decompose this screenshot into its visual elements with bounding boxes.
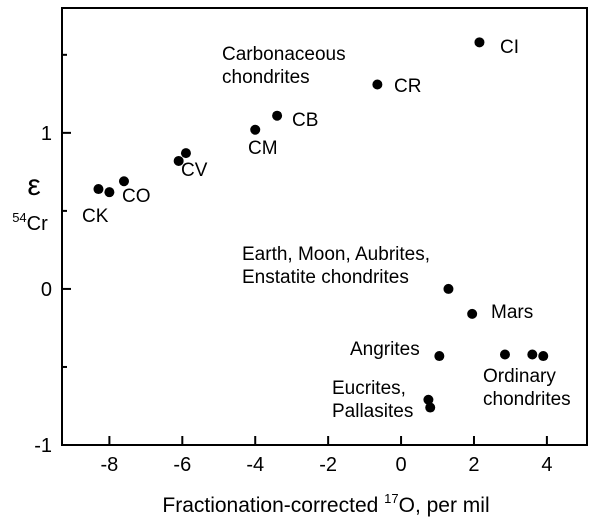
label-earth-group: Earth, Moon, Aubrites, Enstatite chondrit… [242, 244, 430, 288]
y-tick-label: 0 [41, 279, 52, 301]
x-tick-label: -4 [246, 454, 264, 476]
y-tick-label: -1 [34, 435, 52, 457]
x-tick-label: -2 [319, 454, 337, 476]
data-point [538, 351, 549, 362]
x-tick-label: 4 [541, 454, 552, 476]
label-carbonaceous: Carbonaceous chondrites [222, 44, 346, 88]
plot-frame [61, 7, 588, 446]
label-cm: CM [248, 138, 278, 159]
data-point [425, 402, 436, 413]
label-mars: Mars [491, 302, 533, 323]
data-point [474, 37, 485, 48]
data-point [118, 176, 129, 187]
label-ci: CI [500, 37, 519, 58]
data-point [93, 184, 104, 195]
data-point [434, 351, 445, 362]
x-tick-label: 0 [396, 454, 407, 476]
label-eucrites: Eucrites, Pallasites [332, 378, 413, 422]
label-ck: CK [82, 206, 109, 227]
y-axis-symbol: ε [27, 169, 40, 202]
data-point [173, 155, 184, 166]
x-tick-label: -6 [173, 454, 191, 476]
data-point [423, 394, 434, 405]
data-point [467, 308, 478, 319]
label-co: CO [122, 186, 151, 207]
label-angrites: Angrites [350, 339, 420, 360]
data-point [443, 283, 454, 294]
x-axis-title: Fractionation-corrected 17O, per mil [162, 491, 489, 517]
label-cb: CB [292, 110, 318, 131]
data-point [372, 79, 383, 90]
data-point [499, 349, 510, 360]
label-cv: CV [181, 160, 208, 181]
data-point [272, 110, 283, 121]
x-tick-label: 2 [468, 454, 479, 476]
data-point [250, 124, 261, 135]
y-axis-title: 54Cr [12, 210, 48, 235]
data-point [527, 349, 538, 360]
y-tick-label: 1 [41, 123, 52, 145]
x-tick-label: -8 [100, 454, 118, 476]
label-cr: CR [394, 76, 421, 97]
data-point [104, 187, 115, 198]
label-ordinary: Ordinary chondrites [483, 366, 571, 410]
data-point [180, 148, 191, 159]
